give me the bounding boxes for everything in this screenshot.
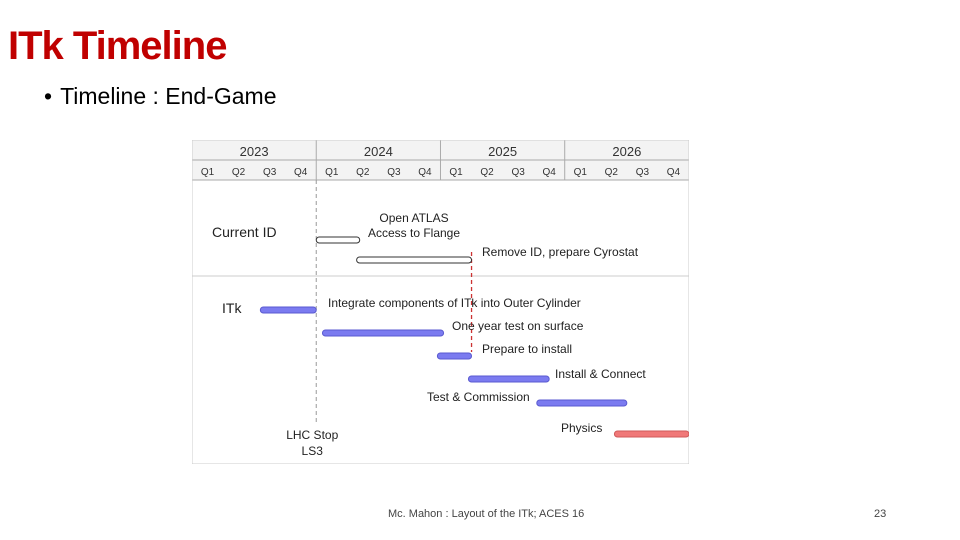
quarter-label: Q4 [294,167,308,178]
task-label: Remove ID, prepare Cyrostat [482,245,639,259]
task-bar [613,430,689,438]
year-label: 2026 [612,144,641,159]
task-label: Open ATLAS [379,211,448,225]
quarter-label: Q1 [201,167,215,178]
task-label: Integrate components of ITk into Outer C… [328,296,581,310]
quarter-label: Q1 [449,167,463,178]
quarter-label: Q2 [605,167,619,178]
task-label: One year test on surface [452,319,584,333]
quarter-label: Q3 [511,167,525,178]
task-label: Install & Connect [555,367,646,381]
task-label: Test & Commission [427,390,530,404]
quarter-label: Q3 [263,167,277,178]
quarter-label: Q3 [636,167,650,178]
year-label: 2025 [488,144,517,159]
quarter-label: Q2 [232,167,246,178]
task-bar [259,306,317,314]
quarter-label: Q4 [667,167,681,178]
milestone-label: LS3 [302,444,324,458]
bullet-point: • Timeline : End-Game [44,83,277,109]
quarter-label: Q2 [480,167,494,178]
footer-text: Mc. Mahon : Layout of the ITk; ACES 16 [388,508,585,520]
task-label: Prepare to install [482,342,572,356]
task-label: Physics [561,421,602,435]
year-label: 2023 [240,144,269,159]
task-bar [467,375,550,383]
bullet-text: Timeline : End-Game [60,83,277,109]
task-bar [321,329,445,337]
quarter-label: Q1 [325,167,339,178]
task-label: Access to Flange [368,226,460,240]
quarter-label: Q4 [418,167,432,178]
section-label-current-id: Current ID [212,224,277,240]
slide-title: ITk Timeline [8,24,227,68]
milestone-label: LHC Stop [286,428,338,442]
gantt-chart: 2023 2024 2025 2026 Q1 Q2 Q3 Q4 Q1 Q2 Q3 Q4 Q1 Q2 Q3 Q4… [192,140,689,464]
task-bar [536,399,628,407]
year-label: 2024 [364,144,393,159]
quarter-label: Q2 [356,167,370,178]
task-bar [356,256,473,264]
task-bar [315,236,361,244]
section-label-itk: ITk [222,300,242,316]
task-bar [436,352,473,360]
gantt-svg: 2023 2024 2025 2026 Q1 Q2 Q3 Q4 Q1 Q2 Q3 Q4 Q1 Q2 Q3 Q4… [192,140,689,464]
quarter-label: Q4 [543,167,557,178]
quarter-label: Q3 [387,167,401,178]
quarter-label: Q1 [574,167,588,178]
page-number: 23 [874,508,887,520]
bullet-dot: • [44,83,53,109]
